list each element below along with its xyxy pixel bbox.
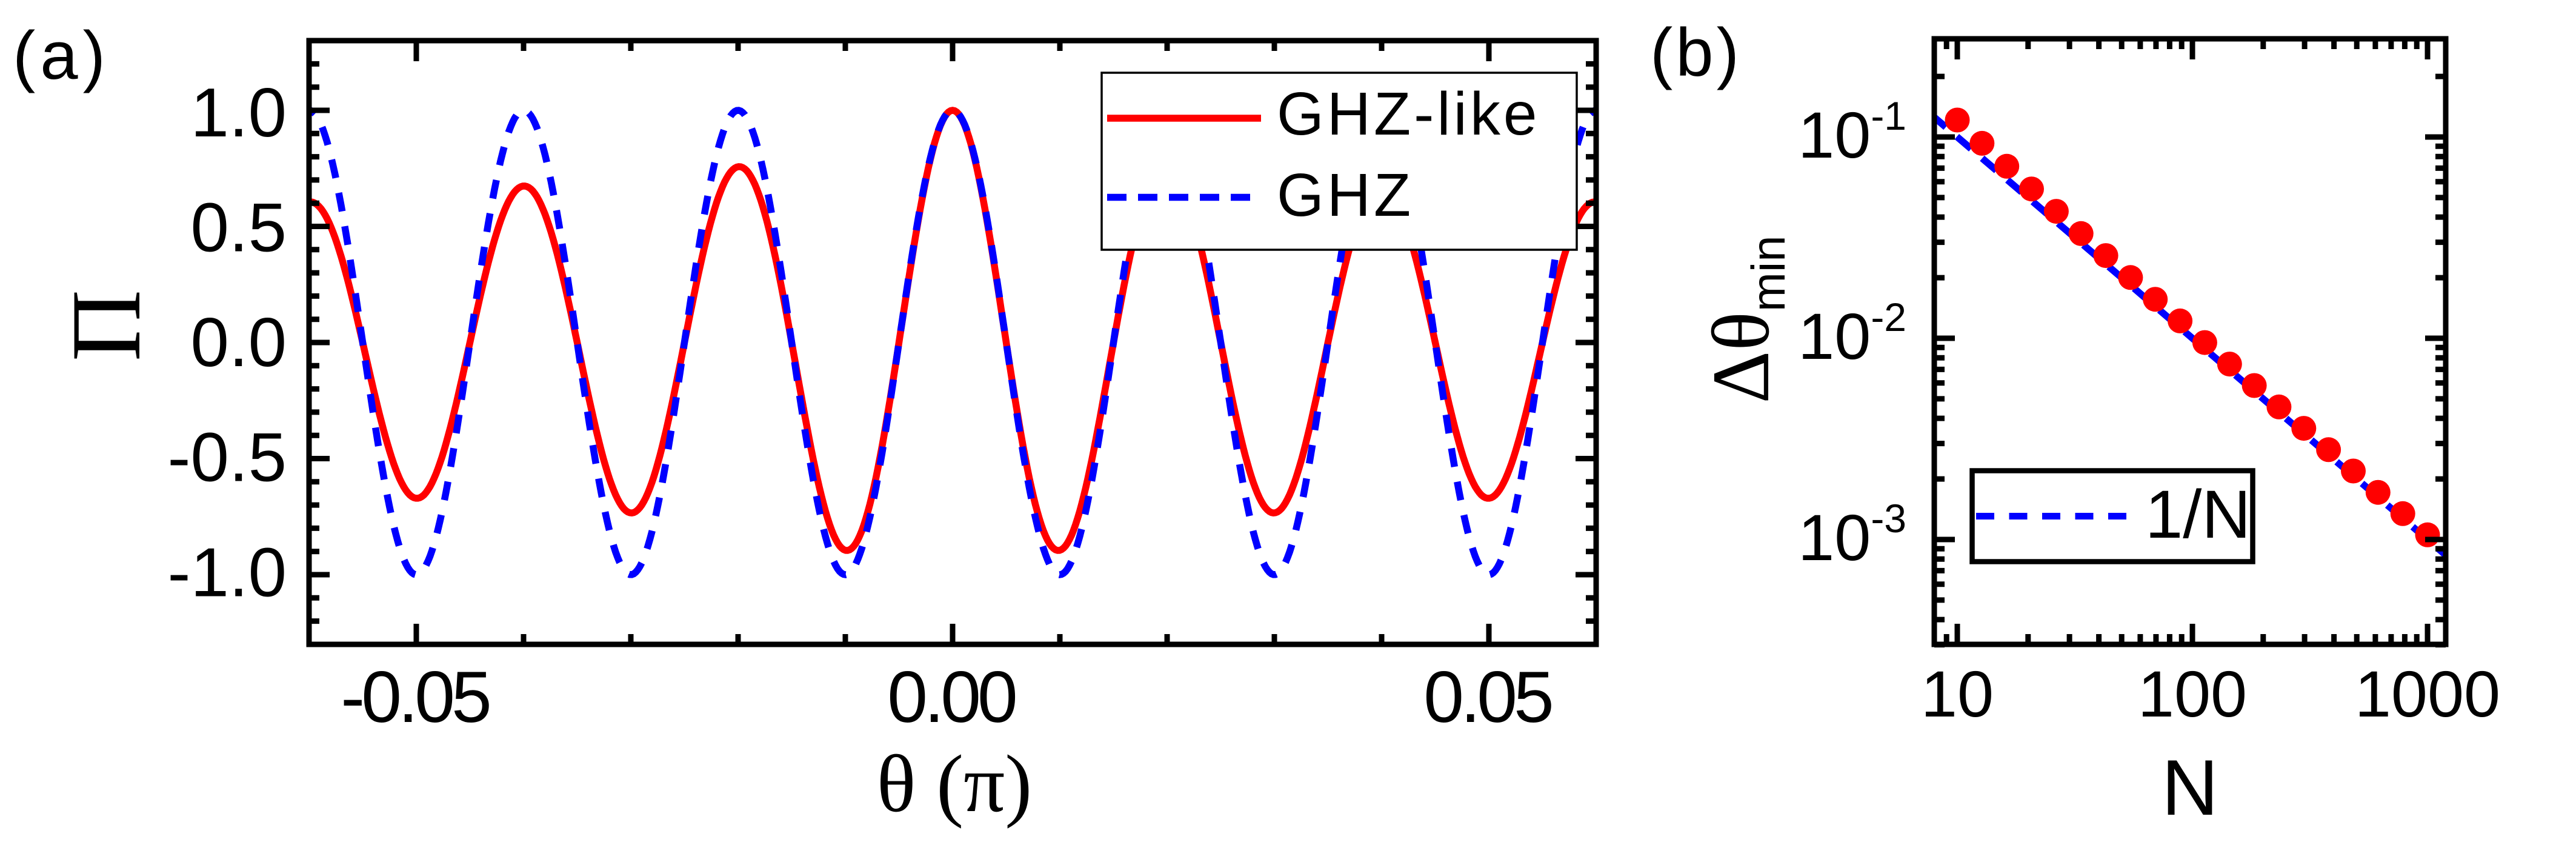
svg-text:1/N: 1/N bbox=[2145, 476, 2251, 552]
svg-text:10: 10 bbox=[1921, 657, 1994, 730]
svg-text:100: 100 bbox=[2138, 657, 2247, 730]
svg-text:0.05: 0.05 bbox=[1423, 657, 1551, 738]
svg-text:(a): (a) bbox=[13, 18, 110, 93]
svg-text:GHZ: GHZ bbox=[1277, 161, 1414, 229]
svg-text:(b): (b) bbox=[1650, 15, 1742, 90]
svg-text:0.0: 0.0 bbox=[191, 304, 287, 381]
svg-text:N: N bbox=[2162, 743, 2218, 832]
svg-text:0.5: 0.5 bbox=[191, 190, 287, 267]
svg-text:-1.0: -1.0 bbox=[168, 535, 287, 612]
svg-text:θ (π): θ (π) bbox=[877, 739, 1033, 829]
svg-text:0.00: 0.00 bbox=[887, 657, 1016, 738]
svg-text:GHZ-like: GHZ-like bbox=[1277, 80, 1540, 148]
svg-text:1000: 1000 bbox=[2355, 657, 2500, 730]
svg-text:-0.05: -0.05 bbox=[341, 657, 489, 738]
svg-text:Π: Π bbox=[52, 290, 161, 361]
svg-text:1.0: 1.0 bbox=[191, 75, 287, 152]
svg-text:10-1: 10-1 bbox=[1798, 93, 1906, 172]
svg-text:-0.5: -0.5 bbox=[168, 419, 287, 496]
